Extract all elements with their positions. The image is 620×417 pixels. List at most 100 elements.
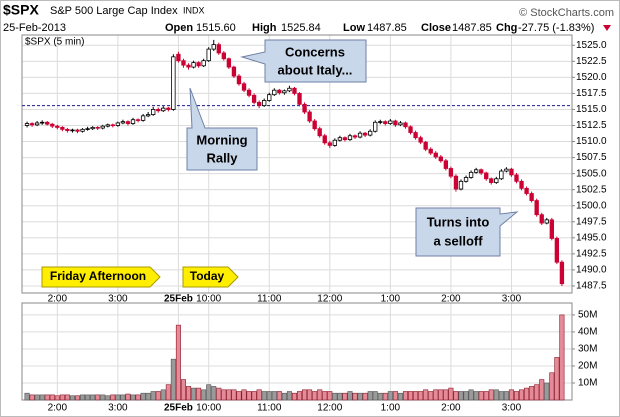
candle-body [55, 125, 60, 128]
volume-bar [105, 395, 111, 401]
candle-body [499, 170, 504, 180]
y-tick-label: 1490.0 [576, 265, 607, 276]
candle-body [29, 123, 35, 126]
candle-body [544, 219, 549, 224]
x-tick-label: 1:00 [381, 403, 401, 414]
volume-bar [39, 394, 45, 401]
candle-body [211, 44, 216, 50]
volume-bar [196, 387, 202, 401]
y-tick-label: 1502.5 [576, 184, 607, 195]
volume-bar [135, 394, 141, 401]
candle-body [549, 219, 554, 239]
candle-body [403, 122, 408, 128]
candle-body [105, 124, 110, 127]
volume-bar [125, 393, 131, 401]
marks [22, 39, 572, 401]
tag [41, 266, 161, 288]
candle-body [433, 152, 438, 158]
volume-bar [155, 391, 161, 401]
volume-bar [44, 394, 50, 401]
volume-bar [322, 391, 328, 401]
candle-body [484, 172, 489, 180]
volume-bar [448, 387, 454, 401]
volume-bar [130, 394, 136, 401]
volume-bar [211, 386, 217, 401]
candle-body [100, 125, 105, 129]
candle-body [135, 119, 141, 121]
callout [186, 87, 258, 171]
x-tick-label: 3:00 [108, 294, 128, 305]
candle-body [347, 135, 353, 141]
candle-body [156, 109, 161, 112]
candle-body [524, 187, 529, 194]
x-tick-label: 11:00 [257, 294, 282, 305]
candle-body [166, 107, 171, 110]
volume-bar [286, 391, 292, 401]
candle-body [388, 120, 393, 124]
volume-bar [85, 394, 91, 401]
candle-body [529, 193, 534, 201]
volume-bar [140, 392, 146, 401]
y-tick-label: 1492.5 [576, 248, 607, 259]
y-tick-label: 1505.0 [576, 168, 607, 179]
candle-body [191, 62, 196, 68]
candle-body [181, 60, 186, 66]
grid: 1487.5 1490.0 1492.5 1495.0 1497.5 1500.0 1502… [22, 35, 607, 414]
candle-body [352, 135, 358, 138]
volume-bar [513, 391, 520, 401]
candle-body [473, 169, 479, 173]
quote-value: 1515.60 [196, 22, 236, 34]
volume-bar [74, 395, 81, 401]
volume-bar [539, 379, 545, 401]
candle-body [428, 148, 433, 154]
quote-value: 1487.85 [367, 22, 407, 34]
volume-bar [347, 391, 353, 401]
volume-bar [236, 391, 242, 401]
volume-bar [402, 391, 409, 401]
volume-bar [357, 392, 363, 401]
candle-body [479, 169, 484, 174]
volume-bar [549, 372, 555, 401]
candle-body [519, 180, 524, 189]
volume-bar [377, 392, 383, 401]
volume-bar [160, 389, 166, 401]
volume-bar [544, 382, 550, 401]
x-tick-label: 3:00 [502, 403, 522, 414]
volume-bar [524, 387, 530, 401]
volume-bar [362, 392, 368, 401]
date: 25-Feb-2013 [3, 22, 66, 34]
quote-value: 1525.84 [281, 22, 321, 34]
candle-body [171, 56, 176, 110]
volume-bar [312, 391, 318, 401]
volume-bar [175, 324, 181, 401]
volume-bar [296, 391, 303, 401]
candle-body [60, 127, 65, 130]
volume-bar [115, 394, 121, 401]
candle-body [70, 129, 75, 132]
volume-bar [90, 394, 96, 401]
candle-body [554, 238, 560, 263]
x-tick-label: 25Feb [164, 403, 193, 414]
candle-body [458, 180, 464, 190]
volume-bar [508, 389, 514, 401]
candle-body [514, 174, 519, 182]
volume-bar [342, 392, 348, 401]
volume-bar [534, 384, 540, 401]
volume-bar [34, 394, 40, 401]
y-tick-label: 1522.5 [576, 56, 607, 67]
tag-text: Friday Afternoon [50, 269, 146, 283]
candle-body [413, 132, 418, 139]
x-tick-label: 2:00 [441, 294, 461, 305]
volume-bar [453, 391, 459, 401]
candle-body [241, 83, 247, 91]
candle-body [378, 121, 383, 123]
candle-body [50, 123, 55, 127]
price-panel [21, 34, 573, 294]
volume-bar [170, 358, 176, 401]
y-tick-label: 1517.5 [576, 88, 607, 99]
volume-bar [503, 391, 509, 401]
panel-label: $SPX (5 min) [25, 37, 84, 48]
volume-bar [59, 394, 65, 401]
candle-body [367, 130, 373, 136]
candle-body [40, 121, 45, 124]
